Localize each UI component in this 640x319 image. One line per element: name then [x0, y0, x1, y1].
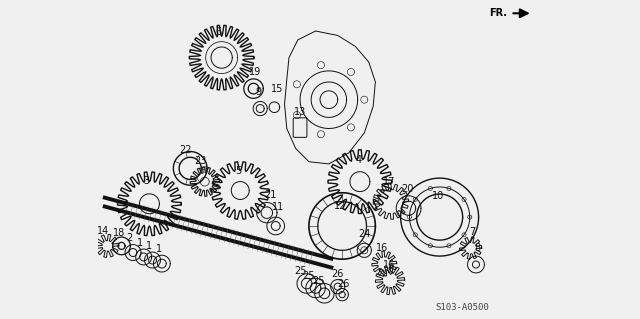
Text: 17: 17: [383, 177, 396, 187]
Text: 10: 10: [432, 191, 444, 201]
Text: 5: 5: [235, 166, 241, 175]
Text: 18: 18: [113, 227, 125, 238]
Text: 3: 3: [143, 176, 149, 186]
Text: 26: 26: [332, 269, 344, 279]
Text: 16: 16: [376, 243, 388, 253]
Text: 26: 26: [337, 278, 349, 289]
Text: 15: 15: [271, 84, 284, 93]
Text: 13: 13: [294, 107, 306, 117]
Text: 25: 25: [294, 266, 307, 276]
Text: FR.: FR.: [489, 8, 507, 18]
Text: 22: 22: [179, 145, 191, 155]
Text: 7: 7: [469, 227, 475, 237]
Text: 16: 16: [383, 259, 395, 270]
Text: 1: 1: [147, 241, 152, 251]
Text: 25: 25: [312, 276, 324, 286]
Text: 1: 1: [137, 238, 143, 248]
Text: 21: 21: [264, 190, 276, 200]
Text: 20: 20: [401, 184, 413, 194]
Text: 25: 25: [303, 271, 315, 281]
Text: 11: 11: [272, 202, 284, 212]
Text: 9: 9: [255, 87, 261, 97]
Text: 6: 6: [215, 27, 221, 37]
Text: 19: 19: [249, 67, 261, 77]
Text: S103-A0500: S103-A0500: [435, 303, 489, 312]
Text: 1: 1: [156, 244, 162, 255]
Text: 8: 8: [475, 243, 481, 253]
Text: 2: 2: [126, 234, 132, 243]
Text: 24: 24: [358, 229, 371, 239]
Text: 12: 12: [333, 201, 346, 211]
Text: 4: 4: [355, 155, 362, 165]
Text: 23: 23: [194, 156, 207, 166]
Text: 14: 14: [97, 226, 109, 236]
